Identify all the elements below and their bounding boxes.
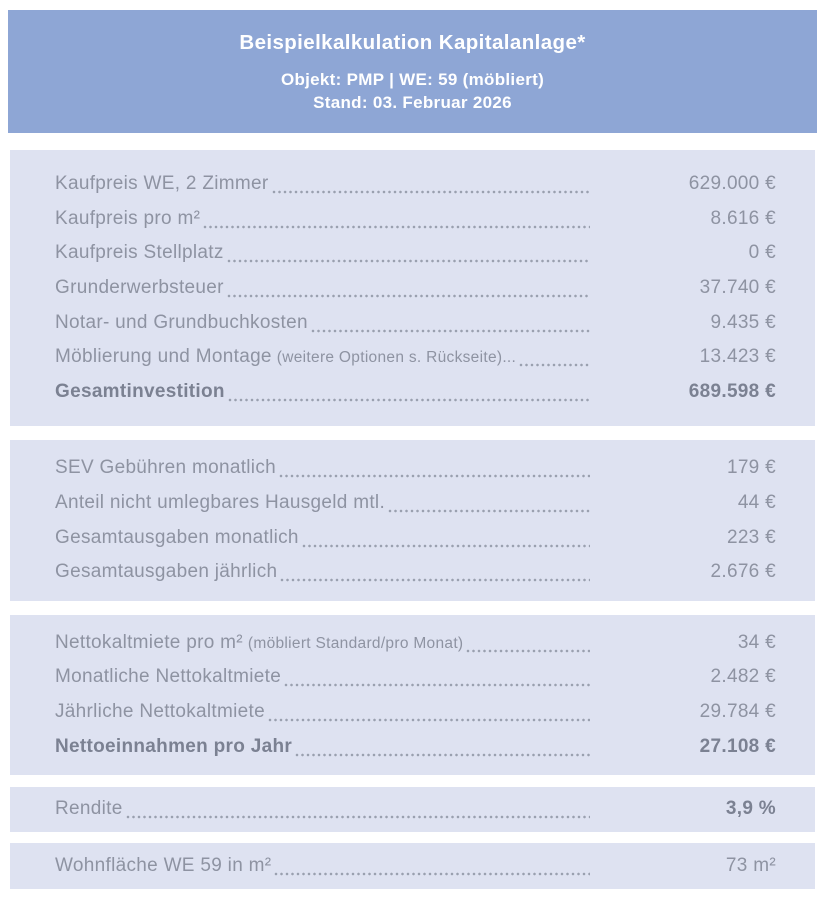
row-label: Nettokaltmiete pro m² — [55, 631, 243, 653]
row-value: 2.482 € — [710, 666, 776, 688]
table-row: Gesamtausgaben jährlich 2.676 € — [55, 555, 776, 590]
row-note: (weitere Optionen s. Rückseite)... — [276, 349, 517, 367]
page-title: Beispielkalkulation Kapitalanlage* — [239, 30, 586, 54]
table-row: Notar- und Grundbuchkosten 9.435 € — [55, 305, 776, 340]
row-label: Möblierung und Montage — [55, 346, 272, 368]
calc-sections: Kaufpreis WE, 2 Zimmer 629.000 € Kaufpreis… — [0, 150, 825, 890]
dot-leader — [310, 328, 590, 333]
table-row: Kaufpreis WE, 2 Zimmer 629.000 € — [55, 167, 776, 202]
dot-leader — [226, 294, 590, 299]
object-line: Objekt: PMP | WE: 59 (möbliert) — [280, 69, 545, 89]
sheet-header: Beispielkalkulation Kapitalanlage* Objek… — [8, 10, 817, 133]
section-rental-income: Nettokaltmiete pro m² (möbliert Standard/… — [10, 614, 815, 775]
row-label: Monatliche Nettokaltmiete — [55, 666, 282, 688]
table-row: Grunderwerbsteuer 37.740 € — [55, 271, 776, 306]
row-label-area: Kaufpreis pro m² — [55, 208, 590, 230]
table-row: Rendite 3,9 % — [55, 792, 776, 827]
row-label: Rendite — [55, 798, 123, 820]
row-value: 2.676 € — [710, 561, 776, 583]
row-label: Nettoeinnahmen pro Jahr — [55, 735, 293, 757]
dot-leader — [284, 683, 590, 688]
dot-leader — [466, 648, 590, 653]
dot-leader — [274, 871, 590, 876]
row-value: 37.740 € — [699, 277, 776, 299]
dot-leader — [271, 190, 590, 195]
dot-leader — [125, 815, 590, 820]
row-label-area: Kaufpreis Stellplatz — [55, 242, 590, 264]
row-label-area: Grunderwerbsteuer — [55, 277, 590, 299]
row-value: 689.598 € — [688, 380, 776, 402]
row-label: Kaufpreis WE, 2 Zimmer — [55, 173, 269, 195]
row-label-area: Rendite — [55, 798, 590, 820]
row-label: Notar- und Grundbuchkosten — [55, 311, 308, 333]
row-value: 44 € — [737, 492, 776, 514]
dot-leader — [279, 474, 590, 479]
row-label-area: SEV Gebühren monatlich — [55, 457, 590, 479]
row-value: 179 € — [726, 457, 776, 479]
row-label-area: Gesamtausgaben monatlich — [55, 527, 590, 549]
row-value: 0 € — [748, 242, 776, 264]
row-label: Gesamtausgaben monatlich — [55, 526, 299, 548]
dot-leader — [519, 363, 590, 368]
row-label: Gesamtinvestition — [55, 380, 225, 402]
section-living-area: Wohnfläche WE 59 in m² 73 m² — [10, 842, 815, 890]
dot-leader — [388, 509, 590, 514]
table-row: Gesamtausgaben monatlich 223 € — [55, 520, 776, 555]
row-value: 3,9 % — [725, 798, 776, 820]
row-value: 29.784 € — [699, 701, 776, 723]
section-yield: Rendite 3,9 % — [10, 786, 815, 832]
table-row: SEV Gebühren monatlich 179 € — [55, 451, 776, 486]
row-label: Kaufpreis Stellplatz — [55, 242, 224, 264]
row-value: 9.435 € — [710, 311, 776, 333]
dot-leader — [227, 397, 590, 402]
row-value: 13.423 € — [699, 346, 776, 368]
row-label-area: Nettoeinnahmen pro Jahr — [55, 736, 590, 758]
row-label-area: Wohnfläche WE 59 in m² — [55, 855, 590, 877]
dot-leader — [226, 259, 590, 264]
section-investment-costs: Kaufpreis WE, 2 Zimmer 629.000 € Kaufpreis… — [10, 150, 815, 427]
row-label: Wohnfläche WE 59 in m² — [55, 854, 272, 876]
table-row: Monatliche Nettokaltmiete 2.482 € — [55, 660, 776, 695]
row-value: 27.108 € — [699, 735, 776, 757]
row-value: 73 m² — [725, 854, 776, 876]
row-value: 629.000 € — [688, 173, 776, 195]
table-row: Jährliche Nettokaltmiete 29.784 € — [55, 695, 776, 730]
row-label-area: Gesamtausgaben jährlich — [55, 561, 590, 583]
row-value: 8.616 € — [710, 207, 776, 229]
dot-leader — [203, 224, 590, 229]
row-value: 34 € — [737, 631, 776, 653]
row-label: Kaufpreis pro m² — [55, 207, 201, 229]
dot-leader — [301, 543, 590, 548]
table-row: Anteil nicht umlegbares Hausgeld mtl. 44 … — [55, 486, 776, 521]
row-label-area: Kaufpreis WE, 2 Zimmer — [55, 173, 590, 195]
row-label-area: Notar- und Grundbuchkosten — [55, 312, 590, 334]
row-label-area: Jährliche Nettokaltmiete — [55, 701, 590, 723]
row-label-area: Nettokaltmiete pro m² (möbliert Standard/… — [55, 632, 590, 654]
row-label: Jährliche Nettokaltmiete — [55, 701, 265, 723]
calculation-sheet: Beispielkalkulation Kapitalanlage* Objek… — [0, 10, 825, 900]
date-line: Stand: 03. Februar 2026 — [313, 92, 512, 112]
table-row: Kaufpreis Stellplatz 0 € — [55, 236, 776, 271]
dot-leader — [280, 578, 590, 583]
table-row: Nettoeinnahmen pro Jahr 27.108 € — [55, 729, 776, 764]
row-label: Grunderwerbsteuer — [55, 277, 224, 299]
table-row: Nettokaltmiete pro m² (möbliert Standard/… — [55, 626, 776, 661]
dot-leader — [267, 718, 590, 723]
row-label-area: Anteil nicht umlegbares Hausgeld mtl. — [55, 492, 590, 514]
table-row: Gesamtinvestition 689.598 € — [55, 375, 776, 410]
table-row: Kaufpreis pro m² 8.616 € — [55, 202, 776, 237]
row-value: 223 € — [726, 526, 776, 548]
dot-leader — [295, 752, 590, 757]
section-monthly-expenses: SEV Gebühren monatlich 179 € Anteil nicht … — [10, 440, 815, 601]
table-row: Wohnfläche WE 59 in m² 73 m² — [55, 849, 776, 884]
row-note: (möbliert Standard/pro Monat) — [247, 634, 464, 652]
table-row: Möblierung und Montage (weitere Optionen … — [55, 340, 776, 375]
row-label: Anteil nicht umlegbares Hausgeld mtl. — [55, 492, 386, 514]
row-label: Gesamtausgaben jährlich — [55, 561, 278, 583]
row-label-area: Monatliche Nettokaltmiete — [55, 666, 590, 688]
row-label-area: Gesamtinvestition — [55, 381, 590, 403]
row-label: SEV Gebühren monatlich — [55, 457, 276, 479]
row-label-area: Möblierung und Montage (weitere Optionen … — [55, 346, 590, 368]
